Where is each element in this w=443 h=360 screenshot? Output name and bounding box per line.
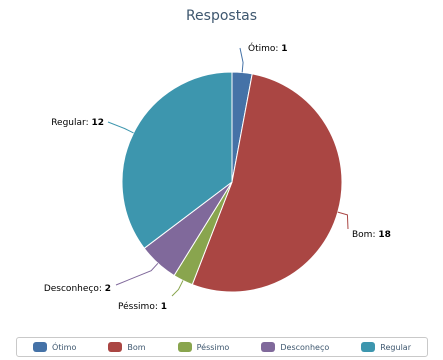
pie-slice-1[interactable] bbox=[191, 73, 343, 293]
legend-item-bom[interactable]: Bom bbox=[108, 342, 146, 352]
legend-swatch bbox=[261, 342, 276, 352]
legend-label: Péssimo bbox=[196, 342, 230, 352]
slice-label-3: Desconheço: 2 bbox=[44, 284, 111, 294]
legend-item-desconheco[interactable]: Desconheço bbox=[261, 342, 329, 352]
legend-item-pessimo[interactable]: Péssimo bbox=[177, 342, 230, 352]
legend-label: Regular bbox=[380, 342, 411, 352]
leader-line-0 bbox=[239, 47, 244, 73]
pie-plot: Ótimo: 1 Bom: 18 Péssimo: 1 Desconheço: 2 Re… bbox=[44, 42, 391, 312]
legend-label: Ótimo bbox=[52, 342, 77, 352]
slice-label-0: Ótimo: 1 bbox=[248, 42, 288, 54]
slice-label-1: Bom: 18 bbox=[352, 230, 391, 240]
legend-label: Bom bbox=[127, 342, 146, 352]
slice-label-4: Regular: 12 bbox=[51, 118, 104, 128]
legend-swatch bbox=[361, 342, 376, 352]
legend-swatch bbox=[177, 342, 192, 352]
legend-swatch bbox=[33, 342, 48, 352]
leader-line-1 bbox=[337, 211, 349, 230]
chart-title: Respostas bbox=[185, 8, 258, 24]
legend-label: Desconheço bbox=[280, 342, 330, 352]
leader-line-4 bbox=[107, 121, 134, 134]
chart-legend: Ótimo Bom Péssimo Desconheço Regular bbox=[16, 337, 428, 357]
leader-line-2 bbox=[171, 280, 184, 297]
leader-line-3 bbox=[115, 262, 159, 286]
slice-label-2: Péssimo: 1 bbox=[118, 301, 167, 312]
legend-item-otimo[interactable]: Ótimo bbox=[33, 342, 76, 352]
legend-item-regular[interactable]: Regular bbox=[361, 342, 411, 352]
legend-swatch bbox=[108, 342, 123, 352]
